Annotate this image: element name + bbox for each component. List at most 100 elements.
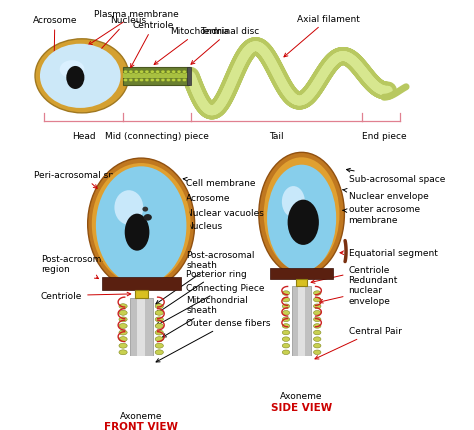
Ellipse shape — [155, 376, 164, 381]
Ellipse shape — [283, 357, 290, 361]
Bar — [298, 287, 305, 377]
Text: Connecting Piece: Connecting Piece — [156, 283, 265, 326]
Text: FRONT VIEW: FRONT VIEW — [104, 421, 178, 430]
Ellipse shape — [283, 311, 290, 315]
Text: Post-acrosomal
sheath: Post-acrosomal sheath — [156, 250, 255, 304]
Ellipse shape — [119, 356, 127, 362]
Ellipse shape — [267, 165, 336, 272]
Ellipse shape — [142, 207, 148, 212]
Ellipse shape — [177, 79, 181, 83]
Ellipse shape — [283, 298, 290, 302]
Ellipse shape — [172, 71, 176, 74]
Ellipse shape — [313, 291, 321, 295]
Bar — [292, 287, 311, 377]
Ellipse shape — [161, 71, 165, 74]
Text: Redundant
nuclear
envelope: Redundant nuclear envelope — [319, 275, 398, 305]
Bar — [130, 298, 153, 397]
Text: Sub-acrosomal space: Sub-acrosomal space — [346, 169, 445, 184]
Ellipse shape — [145, 71, 149, 74]
Ellipse shape — [177, 71, 181, 74]
Ellipse shape — [155, 350, 164, 355]
Ellipse shape — [313, 304, 321, 309]
Ellipse shape — [155, 363, 164, 368]
Ellipse shape — [313, 363, 321, 368]
Ellipse shape — [155, 324, 164, 329]
Ellipse shape — [155, 71, 160, 74]
Ellipse shape — [35, 40, 129, 114]
Ellipse shape — [283, 331, 290, 335]
Ellipse shape — [313, 311, 321, 315]
Ellipse shape — [119, 350, 127, 355]
Ellipse shape — [155, 370, 164, 375]
Ellipse shape — [313, 344, 321, 348]
Ellipse shape — [313, 337, 321, 341]
Text: Outer dense fibers: Outer dense fibers — [156, 319, 271, 362]
Text: Mitochondria: Mitochondria — [154, 27, 229, 65]
Ellipse shape — [119, 310, 127, 316]
Ellipse shape — [66, 67, 84, 90]
Ellipse shape — [129, 71, 133, 74]
Ellipse shape — [313, 298, 321, 302]
Ellipse shape — [283, 363, 290, 368]
Bar — [123, 68, 189, 86]
Text: Mid (connecting) piece: Mid (connecting) piece — [105, 132, 209, 141]
Text: Acrosome: Acrosome — [33, 16, 77, 69]
Ellipse shape — [282, 187, 305, 218]
Ellipse shape — [155, 383, 164, 388]
Ellipse shape — [155, 337, 164, 342]
Ellipse shape — [123, 79, 128, 83]
Text: Nuclear vacuoles: Nuclear vacuoles — [155, 209, 264, 218]
Ellipse shape — [283, 350, 290, 355]
Ellipse shape — [155, 344, 164, 348]
Text: Tail: Tail — [269, 132, 283, 141]
Ellipse shape — [40, 45, 120, 109]
Ellipse shape — [134, 71, 138, 74]
Ellipse shape — [283, 291, 290, 295]
Ellipse shape — [123, 71, 128, 74]
Ellipse shape — [166, 71, 170, 74]
Ellipse shape — [119, 324, 127, 329]
Text: Axoneme: Axoneme — [120, 411, 163, 420]
Text: Centriole: Centriole — [131, 21, 174, 68]
Text: Terminal disc: Terminal disc — [191, 27, 260, 65]
Text: Mitochondrial
sheath: Mitochondrial sheath — [163, 295, 248, 338]
Ellipse shape — [119, 383, 127, 388]
Ellipse shape — [139, 71, 144, 74]
Ellipse shape — [313, 331, 321, 335]
Ellipse shape — [145, 79, 149, 83]
Ellipse shape — [150, 71, 155, 74]
Ellipse shape — [155, 356, 164, 362]
Bar — [137, 298, 145, 397]
Text: Acrosome: Acrosome — [179, 194, 231, 203]
Ellipse shape — [155, 330, 164, 335]
Ellipse shape — [283, 317, 290, 322]
Text: Nuclear envelope: Nuclear envelope — [343, 189, 428, 200]
Ellipse shape — [134, 79, 138, 83]
Ellipse shape — [144, 215, 152, 221]
Text: Centriole: Centriole — [311, 265, 390, 284]
Ellipse shape — [119, 344, 127, 348]
Ellipse shape — [283, 344, 290, 348]
Text: Nucleus: Nucleus — [90, 16, 146, 62]
Text: Nucleus: Nucleus — [153, 221, 223, 233]
Ellipse shape — [139, 79, 144, 83]
Ellipse shape — [259, 153, 345, 276]
Text: Axoneme: Axoneme — [280, 391, 323, 400]
Ellipse shape — [150, 79, 155, 83]
Bar — [135, 290, 148, 298]
Text: Central Pair: Central Pair — [315, 327, 401, 359]
Ellipse shape — [114, 191, 143, 225]
Ellipse shape — [283, 304, 290, 309]
Text: Cell membrane: Cell membrane — [183, 178, 256, 188]
Bar — [270, 268, 333, 280]
Ellipse shape — [166, 79, 170, 83]
Ellipse shape — [161, 79, 165, 83]
Ellipse shape — [119, 337, 127, 342]
Ellipse shape — [119, 317, 127, 322]
Ellipse shape — [119, 330, 127, 335]
Ellipse shape — [182, 79, 186, 83]
Text: outer acrosome
membrane: outer acrosome membrane — [343, 205, 419, 224]
Ellipse shape — [119, 304, 127, 309]
Ellipse shape — [283, 324, 290, 329]
Ellipse shape — [313, 350, 321, 355]
